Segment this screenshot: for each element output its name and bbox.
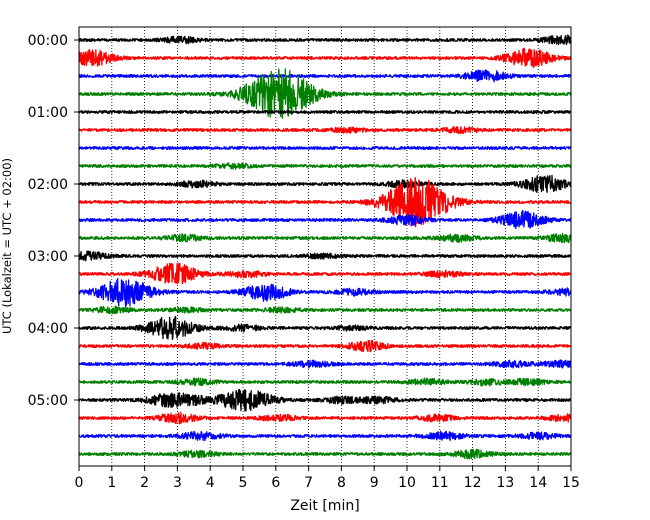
seismic-trace [78,448,572,460]
seismic-trace [78,68,572,119]
seismic-trace [78,125,572,135]
trace-row [78,430,572,442]
y-tick-label: 03:00 [28,249,68,265]
trace-row [78,47,572,69]
trace-row [78,388,572,412]
trace-row [78,377,572,387]
x-tick-label: 15 [562,475,580,491]
y-tick-label: 04:00 [28,321,68,337]
x-tick-label: 0 [75,475,84,491]
seismic-trace [78,305,572,315]
y-tick-label: 01:00 [28,105,68,121]
trace-row [78,262,572,285]
trace-group [78,34,572,460]
y-axis-ticks: 00:00 01:00 02:00 03:00 04:00 05:00 [28,33,79,409]
trace-row [78,68,572,119]
trace-row [78,315,572,341]
x-tick-label: 3 [173,475,182,491]
x-tick-label: 13 [496,475,514,491]
plot-frame [78,26,572,467]
x-tick-label: 12 [464,475,482,491]
seismic-trace [78,250,572,262]
y-tick-label: 02:00 [28,177,68,193]
x-tick-label: 14 [529,475,547,491]
x-tick-label: 4 [206,475,215,491]
seismic-trace [78,177,572,228]
y-tick-label: 05:00 [28,393,68,409]
x-tick-label: 8 [337,475,346,491]
trace-row [78,411,572,425]
seismic-trace [78,209,572,230]
seismic-trace [78,34,572,46]
trace-row [78,209,572,230]
seismic-trace [78,377,572,387]
trace-row [78,34,572,46]
seismic-trace [78,109,572,115]
trace-row [78,174,572,194]
trace-row [78,278,572,308]
seismic-trace [78,145,572,151]
seismic-trace [78,47,572,69]
x-axis-ticks: 0 1 2 3 4 5 6 7 8 9 10 11 12 13 14 15 [75,466,580,491]
trace-row [78,339,572,353]
seismic-trace [78,430,572,442]
trace-row [78,448,572,460]
y-tick-label: 00:00 [28,33,68,49]
trace-row [78,69,572,83]
x-tick-label: 1 [107,475,116,491]
seismic-trace [78,411,572,425]
trace-row [78,359,572,369]
x-tick-label: 2 [140,475,149,491]
trace-row [78,250,572,262]
trace-row [78,305,572,315]
trace-row [78,177,572,228]
trace-row [78,162,572,170]
x-tick-label: 5 [239,475,248,491]
vertical-gridlines [111,27,539,466]
seismic-trace [78,315,572,341]
x-axis-label: Zeit [min] [290,498,359,514]
y-axis-label: UTC (Lokalzeit = UTC + 02:00) [0,158,14,334]
trace-row [78,125,572,135]
seismic-trace [78,232,572,244]
x-tick-label: 10 [398,475,416,491]
seismic-trace [78,162,572,170]
seismic-trace [78,69,572,83]
seismic-trace [78,388,572,412]
seismic-trace [78,174,572,194]
seismic-trace [78,359,572,369]
x-tick-label: 11 [431,475,449,491]
trace-row [78,232,572,244]
seismic-trace [78,339,572,353]
x-tick-label: 9 [370,475,379,491]
x-tick-label: 6 [271,475,280,491]
x-tick-label: 7 [304,475,313,491]
trace-row [78,109,572,115]
seismic-trace [78,278,572,308]
seismic-trace [78,262,572,285]
trace-row [78,145,572,151]
